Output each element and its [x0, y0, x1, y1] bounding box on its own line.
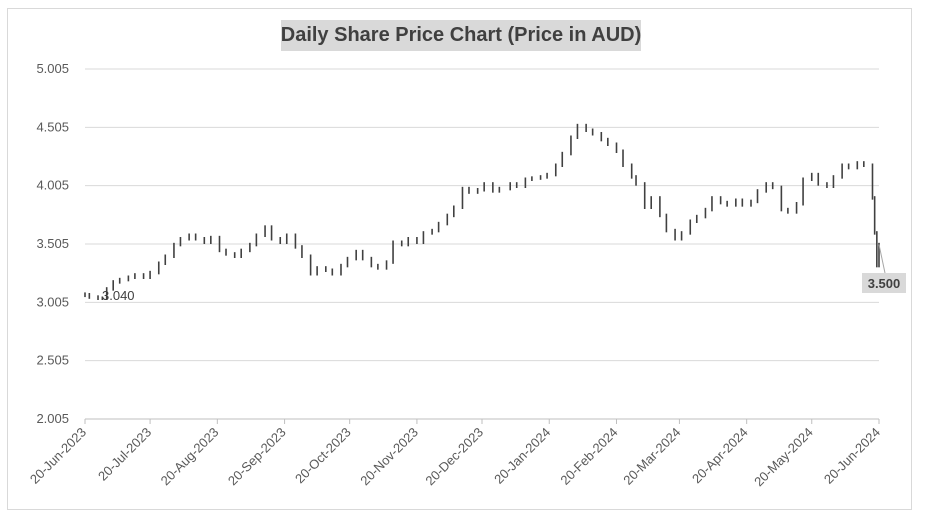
x-tick-label: 20-Apr-2024	[689, 425, 751, 487]
chart-title-box: Daily Share Price Chart (Price in AUD)	[281, 20, 641, 51]
x-tick-label: 20-Oct-2023	[292, 425, 354, 487]
y-tick-label: 3.005	[36, 294, 69, 309]
x-tick-label: 20-Jun-2023	[27, 425, 89, 487]
y-tick-label: 3.505	[36, 236, 69, 251]
last-price-label: 3.500	[868, 276, 901, 291]
price-bars	[84, 123, 880, 300]
y-tick-label: 5.005	[36, 61, 69, 76]
y-axis-ticks: 5.005 4.505 4.005 3.505 3.005 2.505 2.005	[36, 61, 69, 426]
x-axis: 20-Jun-2023 20-Jul-2023 20-Aug-2023 20-Sep-…	[27, 418, 883, 490]
x-tick-label: 20-Sep-2023	[225, 425, 289, 489]
first-price-label: 3.040	[102, 288, 135, 303]
x-tick-label: 20-Jan-2024	[491, 425, 553, 487]
y-tick-label: 4.005	[36, 178, 69, 193]
x-tick-label: 20-Mar-2024	[620, 425, 683, 488]
x-tick-label: 20-Feb-2024	[557, 425, 620, 488]
x-tick-label: 20-Jul-2023	[95, 425, 154, 484]
x-tick-label: 20-Aug-2023	[158, 425, 222, 489]
gridlines	[85, 68, 879, 420]
x-tick-label: 20-May-2024	[751, 425, 816, 490]
last-label-leader-line	[878, 244, 886, 274]
y-tick-label: 4.505	[36, 119, 69, 134]
x-tick-label: 20-Dec-2023	[422, 425, 486, 489]
last-price-label-box	[862, 273, 906, 293]
chart-frame	[7, 8, 912, 510]
chart-title: Daily Share Price Chart (Price in AUD)	[280, 24, 642, 46]
y-tick-label: 2.505	[36, 353, 69, 368]
x-tick-label: 20-Nov-2023	[357, 425, 421, 489]
x-tick-label: 20-Jun-2024	[821, 425, 883, 487]
y-tick-label: 2.005	[36, 411, 69, 426]
data-labels: 3.040 3.500	[102, 244, 906, 303]
